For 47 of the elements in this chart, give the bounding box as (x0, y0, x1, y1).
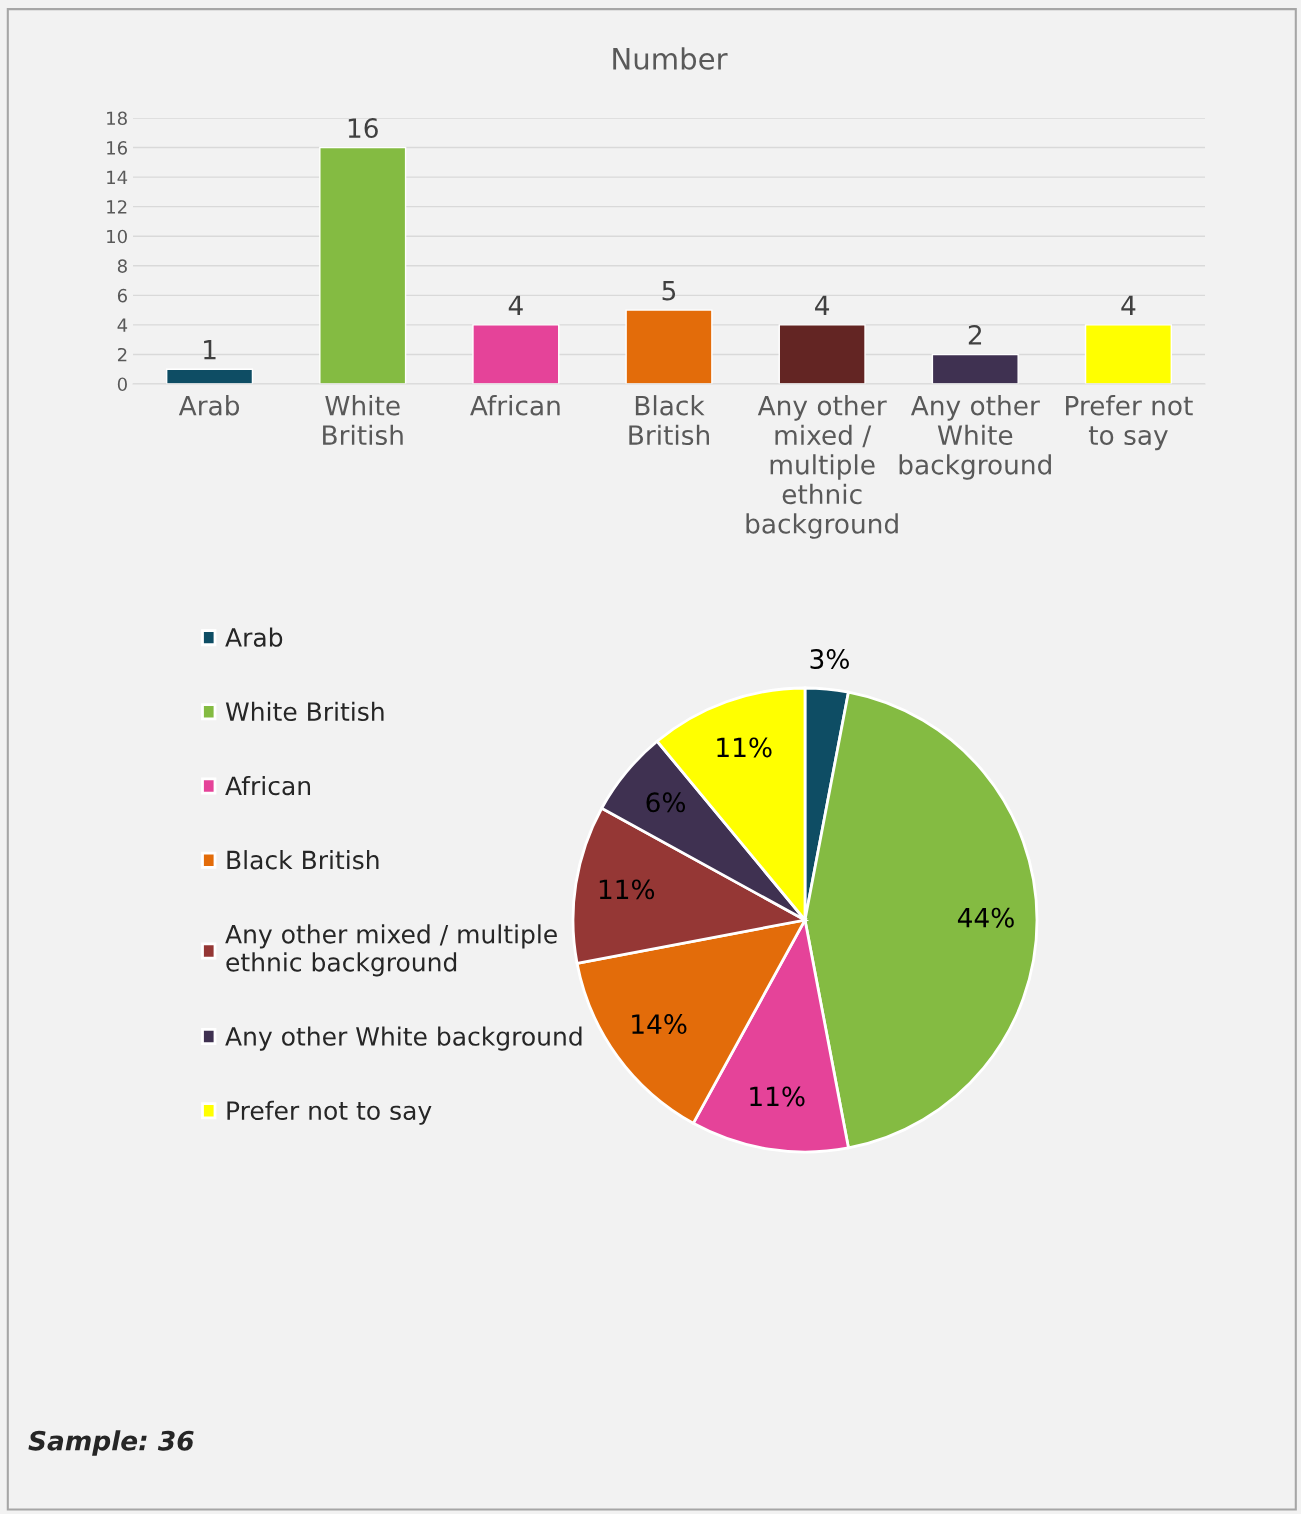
y-tick-label: 18 (107, 111, 127, 126)
bar (472, 324, 560, 384)
legend-label: African (225, 775, 311, 796)
bar (319, 146, 407, 384)
data-label: 3% (810, 649, 849, 669)
data-label: 4 (1121, 295, 1136, 315)
bar (625, 309, 713, 384)
data-label: 14% (632, 1014, 687, 1035)
data-label: 1 (204, 340, 216, 360)
y-tick-label: 16 (107, 141, 127, 155)
data-label: 11% (599, 879, 655, 900)
data-label: 16 (348, 118, 378, 139)
bar (165, 368, 254, 384)
legend-label: Arab (225, 627, 283, 647)
data-label: 5 (662, 280, 676, 301)
x-tick-label: Arab (178, 395, 240, 416)
y-tick-label: 0 (117, 377, 127, 392)
legend-label: Any other White background (225, 1026, 582, 1051)
x-tick-label: Black British (629, 395, 709, 446)
x-tick-label: Any other mixed / multiple ethnic background (746, 395, 898, 539)
data-label: 44% (957, 907, 1014, 928)
y-tick-label: 14 (107, 170, 128, 184)
bar (1084, 324, 1173, 384)
x-tick-label: White British (323, 395, 403, 446)
data-label: 2 (968, 324, 982, 345)
y-tick-label: 10 (107, 229, 127, 244)
x-tick-label: Any other White background (899, 395, 1051, 480)
chart-title: Number (613, 47, 728, 70)
bar (931, 353, 1019, 384)
y-tick-label: 2 (117, 347, 127, 362)
y-tick-label: 4 (117, 318, 128, 332)
data-label: 4 (508, 295, 523, 315)
data-label: 11% (717, 737, 772, 758)
data-label: 11% (750, 1086, 805, 1107)
legend-label: Black British (227, 850, 379, 870)
y-tick-label: 8 (117, 259, 127, 273)
text: Sample: 36 (28, 1430, 194, 1456)
x-tick-label: Prefer not to say (1066, 395, 1193, 451)
legend-label: Any other mixed / multiple ethnic background (225, 924, 557, 977)
data-label: 6% (646, 792, 686, 813)
bar (778, 324, 866, 384)
legend-label: White British (225, 701, 384, 722)
x-tick-label: African (470, 395, 560, 416)
y-tick-label: 12 (107, 200, 127, 214)
data-label: 4 (815, 295, 830, 315)
legend-label: Prefer not to say (227, 1100, 432, 1125)
y-tick-label: 6 (117, 288, 127, 303)
